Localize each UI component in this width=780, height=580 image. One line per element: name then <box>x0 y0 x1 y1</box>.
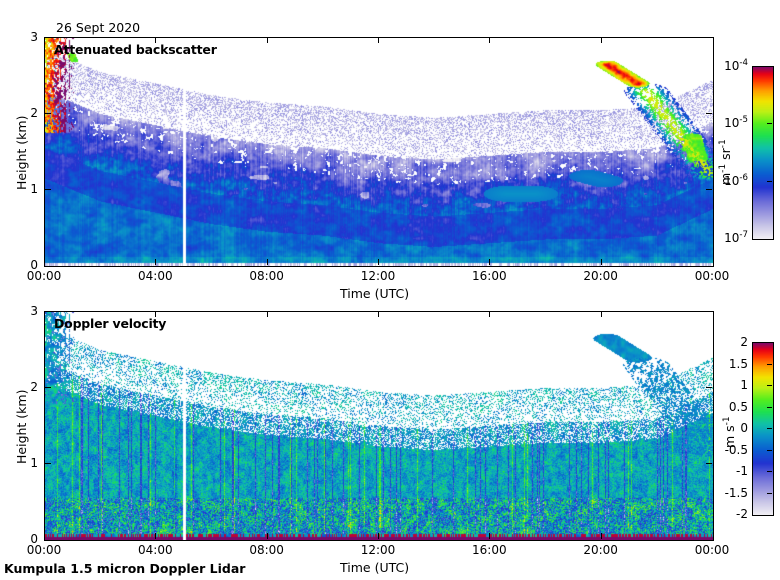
x-tickmark <box>266 259 268 265</box>
y-tickmark-right <box>706 387 712 388</box>
doppler-colorbar-gradient <box>753 343 773 515</box>
doppler-plot-area <box>44 311 714 541</box>
x-tickmark-top <box>489 37 491 43</box>
date-title: 26 Sept 2020 <box>56 20 141 35</box>
colorbar-tickmark <box>767 428 772 429</box>
doppler-heatmap <box>45 312 713 540</box>
colorbar-tick-label: 0 <box>740 421 748 435</box>
x-tickmark-top <box>600 37 602 43</box>
colorbar-tickmark <box>767 471 772 472</box>
y-tick-label: 3 <box>30 30 38 44</box>
y-tick-label: 2 <box>30 380 38 394</box>
colorbar-tick-label: 2 <box>740 335 748 349</box>
y-tick-label: 1 <box>30 456 38 470</box>
x-tickmark-top <box>266 311 268 317</box>
y-tickmark-right <box>706 463 712 464</box>
figure-caption: Kumpula 1.5 micron Doppler Lidar <box>4 561 246 576</box>
y-tickmark-right <box>706 189 712 190</box>
y-tick-label: 0 <box>30 532 38 546</box>
colorbar-tick-label: 10-7 <box>724 230 748 245</box>
x-tick-label: 08:00 <box>249 269 284 283</box>
x-tickmark-top <box>155 311 157 317</box>
y-tick-label: 2 <box>30 106 38 120</box>
colorbar-tick-label: 1.5 <box>728 356 748 371</box>
x-tickmark-top <box>489 311 491 317</box>
x-tickmark-top <box>600 311 602 317</box>
x-tickmark-top <box>378 311 379 317</box>
colorbar-tick-label: -2 <box>736 507 748 521</box>
doppler-colorbar <box>752 342 774 516</box>
x-tickmark-top <box>155 37 157 43</box>
x-tickmark <box>266 533 268 539</box>
backscatter-xlabel: Time (UTC) <box>340 286 410 301</box>
colorbar-tickmark <box>767 385 772 386</box>
x-tickmark-top <box>266 37 268 43</box>
y-tick-label: 3 <box>30 304 38 318</box>
x-tickmark <box>378 533 379 539</box>
x-tickmark <box>155 259 157 265</box>
colorbar-tick-label: -1 <box>736 464 748 478</box>
backscatter-panel-label: Attenuated backscatter <box>54 42 217 57</box>
backscatter-colorbar-gradient <box>753 67 773 239</box>
colorbar-tickmark <box>767 406 772 408</box>
doppler-panel-label: Doppler velocity <box>54 316 167 331</box>
x-tick-label: 16:00 <box>472 543 507 557</box>
x-tick-label: 12:00 <box>360 543 396 557</box>
colorbar-tickmark <box>767 180 772 182</box>
x-tick-label: 08:00 <box>249 543 284 557</box>
colorbar-tick-label: 0.5 <box>728 399 748 414</box>
x-tickmark <box>489 533 491 539</box>
backscatter-heatmap <box>45 38 713 266</box>
x-tick-label: 00:00 <box>26 269 62 283</box>
doppler-ylabel: Height (km) <box>14 389 29 464</box>
x-tick-label: 00:00 <box>694 543 730 557</box>
y-tick-label: 0 <box>30 258 38 272</box>
colorbar-tickmark <box>767 492 772 494</box>
backscatter-ylabel: Height (km) <box>14 115 29 190</box>
x-tick-label: 04:00 <box>138 269 173 283</box>
x-tick-label: 00:00 <box>694 269 730 283</box>
x-tickmark <box>600 259 602 265</box>
colorbar-tick-label: 1 <box>740 378 748 392</box>
colorbar-tickmark <box>767 363 772 365</box>
colorbar-tick-label: 10-6 <box>724 172 748 188</box>
colorbar-tickmark <box>767 449 772 451</box>
y-tickmark <box>45 463 51 464</box>
x-tick-label: 20:00 <box>583 269 618 283</box>
x-tick-label: 00:00 <box>26 543 62 557</box>
y-tickmark-right <box>706 113 712 114</box>
x-tick-label: 04:00 <box>138 543 173 557</box>
colorbar-tickmark <box>767 123 772 125</box>
x-tickmark <box>489 259 491 265</box>
doppler-xlabel: Time (UTC) <box>340 560 410 575</box>
backscatter-colorbar <box>752 66 774 240</box>
y-tick-label: 1 <box>30 182 38 196</box>
backscatter-plot-area <box>44 37 714 267</box>
colorbar-tick-label: -1.5 <box>724 485 748 500</box>
colorbar-tick-label: -0.5 <box>724 442 748 457</box>
y-tickmark <box>45 387 51 388</box>
x-tickmark <box>378 259 379 265</box>
y-tickmark <box>45 113 51 114</box>
x-tick-label: 20:00 <box>583 543 618 557</box>
x-tickmark <box>600 533 602 539</box>
x-tick-label: 12:00 <box>360 269 396 283</box>
colorbar-tick-label: 10-5 <box>724 115 748 131</box>
colorbar-tick-label: 10-4 <box>724 58 748 73</box>
y-tickmark <box>45 189 51 190</box>
x-tickmark-top <box>378 37 379 43</box>
x-tickmark <box>155 533 157 539</box>
x-tick-label: 16:00 <box>472 269 507 283</box>
